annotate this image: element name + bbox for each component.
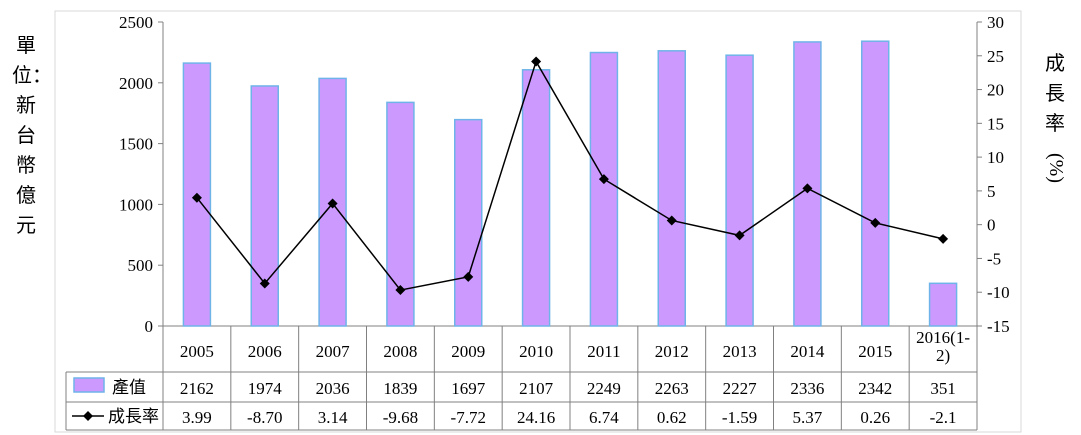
y-axis-label-left: 單位：新台幣億元	[12, 33, 52, 237]
x-tick-label: 2007	[316, 342, 351, 361]
growth-point	[802, 183, 813, 194]
legend-label-bar: 產值	[112, 378, 146, 397]
table-value-bar: 2107	[519, 379, 554, 398]
axes: 0 500 1000 1500 2000 2500 -15 -10 -5 0 5 10 15 20 25 30	[54, 10, 1022, 433]
table-value-line: 0.26	[860, 408, 890, 427]
table-value-line: 3.14	[318, 408, 348, 427]
growth-point	[259, 278, 270, 289]
x-tick-label: 2013	[723, 342, 757, 361]
y-axis-label-right: 成長率	[1045, 51, 1065, 135]
growth-point	[531, 56, 542, 67]
y-tick-label-right: 0	[987, 216, 996, 235]
legend-swatch-marker	[83, 411, 93, 421]
x-tick-label: 2015	[858, 342, 892, 361]
table-value-bar: 2162	[180, 379, 214, 398]
y-tick-label-right: 10	[987, 148, 1004, 167]
growth-point	[870, 217, 881, 228]
x-tick-label: 2012	[655, 342, 689, 361]
table-value-line: -9.68	[383, 408, 418, 427]
table-value-bar: 2263	[655, 379, 689, 398]
table-value-bar: 1839	[383, 379, 417, 398]
y-tick-label-left: 2500	[119, 13, 153, 32]
growth-line	[196, 59, 944, 291]
table-value-line: 6.74	[589, 408, 619, 427]
growth-line-series	[191, 56, 949, 296]
x-tick-label: 2006	[248, 342, 282, 361]
x-tick-label: 2)	[936, 346, 950, 365]
table-value-line: 24.16	[517, 408, 555, 427]
bar	[318, 77, 347, 327]
bars-series	[182, 40, 958, 327]
y-tick-label-right: 5	[987, 182, 996, 201]
x-tick-label: 2010	[519, 342, 553, 361]
y-tick-label-right: 15	[987, 114, 1004, 133]
y-tick-label-left: 1000	[119, 195, 153, 214]
y-tick-label-right: -15	[987, 317, 1010, 336]
x-tick-label: 2005	[180, 342, 214, 361]
y-axis-label-right-unit: (%)	[1045, 153, 1067, 183]
growth-point	[327, 198, 338, 209]
bar	[589, 51, 619, 327]
growth-point	[938, 233, 949, 244]
growth-point	[191, 192, 202, 203]
growth-point	[734, 230, 745, 241]
table-value-bar: 2227	[723, 379, 758, 398]
table-value-bar: 1974	[248, 379, 283, 398]
y-tick-label-left: 2000	[119, 74, 153, 93]
x-tick-label: 2011	[587, 342, 620, 361]
x-tick-label: 2008	[383, 342, 417, 361]
growth-point	[598, 174, 609, 185]
table-value-bar: 2249	[587, 379, 621, 398]
legend-swatch-bar	[73, 377, 105, 393]
y-tick-label-right: -5	[987, 249, 1001, 268]
bar	[657, 50, 686, 327]
bar	[454, 118, 483, 327]
x-tick-label: 2014	[790, 342, 825, 361]
y-tick-label-left: 1500	[119, 135, 153, 154]
x-tick-label: 2016(1-	[916, 328, 970, 347]
y-tick-label-left: 0	[145, 317, 154, 336]
y-tick-label-right: 20	[987, 81, 1004, 100]
table-value-bar: 2342	[858, 379, 892, 398]
bar	[725, 54, 754, 327]
chart-border	[54, 10, 1022, 433]
table-value-line: -8.70	[247, 408, 282, 427]
table-value-line: -2.1	[930, 408, 957, 427]
table-value-line: -1.59	[722, 408, 757, 427]
y-tick-label-right: -10	[987, 283, 1010, 302]
y-tick-label-right: 25	[987, 47, 1004, 66]
legend-label-line: 成長率	[108, 407, 159, 426]
table-value-line: 3.99	[182, 408, 212, 427]
growth-point	[666, 215, 677, 226]
table-value-bar: 351	[930, 379, 956, 398]
table-value-line: -7.72	[451, 408, 486, 427]
x-tick-label: 2009	[451, 342, 485, 361]
y-tick-label-left: 500	[128, 256, 154, 275]
table-value-line: 0.62	[657, 408, 687, 427]
growth-point	[395, 285, 406, 296]
bar	[861, 40, 890, 327]
table-value-bar: 2336	[790, 379, 824, 398]
growth-point	[463, 271, 474, 282]
table-value-bar: 1697	[451, 379, 486, 398]
table-value-bar: 2036	[316, 379, 350, 398]
table-value-line: 5.37	[793, 408, 823, 427]
data-table: 2005 2006 2007 2008 2009 2010 2011 2012 2013 2014…	[65, 326, 978, 431]
bar	[928, 282, 958, 327]
bar	[521, 69, 551, 327]
y-tick-label-right: 30	[987, 13, 1004, 32]
bar	[250, 85, 279, 327]
